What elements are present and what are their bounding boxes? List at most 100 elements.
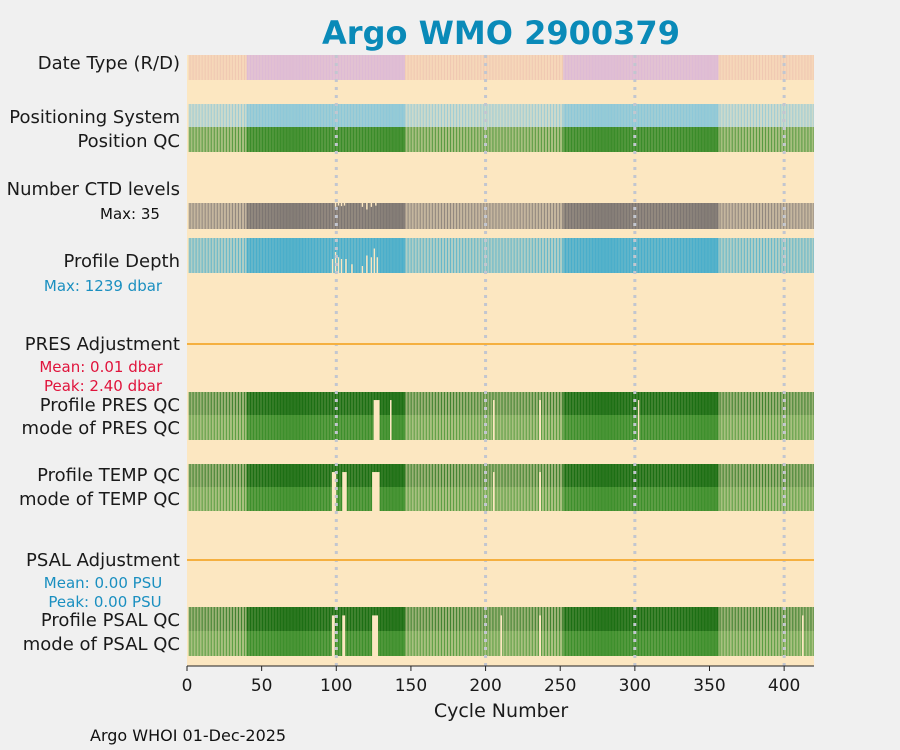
bar-profile-depth-cycle-418 bbox=[811, 238, 813, 273]
bar-profile-depth-cycle-56 bbox=[270, 238, 273, 273]
bar-ctd-levels-cycle-206 bbox=[494, 203, 496, 229]
bar-date-type-cycle-67 bbox=[287, 55, 289, 80]
bar-profile-pres-qc-cycle-305 bbox=[642, 392, 644, 415]
bar-mode-temp-qc-cycle-260 bbox=[575, 487, 577, 511]
bar-ctd-levels-cycle-286 bbox=[613, 203, 616, 229]
bar-positioning-system-cycle-417 bbox=[809, 104, 811, 127]
bar-mode-pres-qc-cycle-98 bbox=[333, 415, 335, 440]
bar-position-qc-cycle-52 bbox=[264, 127, 267, 152]
bar-positioning-system-cycle-404 bbox=[790, 104, 792, 127]
bar-profile-pres-qc-cycle-405 bbox=[791, 392, 793, 415]
bar-profile-depth-cycle-401 bbox=[785, 238, 787, 273]
bar-mode-temp-qc-cycle-323 bbox=[669, 487, 671, 511]
bar-date-type-cycle-168 bbox=[438, 55, 440, 80]
bar-mode-pres-qc-cycle-295 bbox=[627, 415, 629, 440]
bar-profile-pres-qc-cycle-273 bbox=[594, 392, 597, 415]
bar-position-qc-cycle-196 bbox=[479, 127, 481, 152]
bar-profile-pres-qc-cycle-306 bbox=[643, 392, 646, 415]
bar-profile-pres-qc-cycle-122 bbox=[369, 392, 371, 415]
bar-date-type-cycle-418 bbox=[811, 55, 813, 80]
bar-profile-psal-qc-cycle-62 bbox=[279, 607, 282, 631]
bar-position-qc-cycle-348 bbox=[706, 127, 708, 152]
bar-mode-temp-qc-cycle-162 bbox=[429, 487, 431, 511]
bar-mode-temp-qc-cycle-26 bbox=[226, 487, 228, 511]
bar-profile-pres-qc-cycle-83 bbox=[310, 392, 313, 415]
bar-positioning-system-cycle-400 bbox=[784, 104, 786, 127]
bar-mode-psal-qc-cycle-349 bbox=[708, 631, 710, 656]
bar-date-type-cycle-313 bbox=[654, 55, 656, 80]
bar-positioning-system-cycle-126 bbox=[375, 104, 377, 127]
bar-profile-temp-qc-cycle-88 bbox=[318, 464, 320, 487]
bar-ctd-levels-cycle-195 bbox=[478, 203, 480, 229]
bar-ctd-levels-cycle-31 bbox=[233, 203, 235, 229]
bar-profile-temp-qc-cycle-164 bbox=[432, 464, 434, 487]
bar-mode-psal-qc-cycle-37 bbox=[242, 631, 244, 656]
bar-profile-pres-qc-cycle-288 bbox=[616, 392, 619, 415]
bar-mode-pres-qc-cycle-252 bbox=[563, 415, 565, 440]
bar-profile-psal-qc-cycle-268 bbox=[587, 607, 589, 631]
bar-profile-psal-qc-cycle-197 bbox=[481, 607, 483, 631]
bar-mode-psal-qc-cycle-302 bbox=[637, 631, 640, 656]
bar-positioning-system-cycle-167 bbox=[436, 104, 438, 127]
bar-mode-temp-qc-cycle-61 bbox=[278, 487, 280, 511]
bar-profile-pres-qc-cycle-349 bbox=[708, 392, 710, 415]
bar-positioning-system-cycle-235 bbox=[538, 104, 540, 127]
bar-ctd-levels-cycle-208 bbox=[497, 203, 499, 229]
bar-profile-depth-cycle-329 bbox=[678, 238, 680, 273]
bar-position-qc-cycle-245 bbox=[553, 127, 554, 152]
bar-mode-pres-qc-cycle-260 bbox=[575, 415, 577, 440]
bar-profile-temp-qc-cycle-246 bbox=[554, 464, 556, 487]
bar-profile-temp-qc-cycle-8 bbox=[199, 464, 201, 487]
bar-profile-pres-qc-cycle-204 bbox=[491, 392, 493, 415]
bar-ctd-levels-cycle-364 bbox=[730, 203, 732, 229]
bar-date-type-cycle-324 bbox=[670, 55, 673, 80]
bar-profile-psal-qc-cycle-178 bbox=[452, 607, 454, 631]
bar-profile-pres-qc-cycle-361 bbox=[726, 392, 728, 415]
bar-position-qc-cycle-150 bbox=[411, 127, 413, 152]
bar-ctd-levels-cycle-281 bbox=[606, 203, 608, 229]
bar-position-qc-cycle-412 bbox=[802, 127, 804, 152]
bar-date-type-cycle-382 bbox=[757, 55, 759, 80]
bar-profile-temp-qc-cycle-406 bbox=[793, 464, 795, 487]
bar-profile-psal-qc-cycle-170 bbox=[441, 607, 443, 631]
bar-profile-temp-qc-cycle-40 bbox=[246, 464, 249, 487]
bar-profile-pres-qc-cycle-125 bbox=[373, 392, 376, 401]
bar-positioning-system-cycle-273 bbox=[594, 104, 597, 127]
bar-date-type-cycle-60 bbox=[276, 55, 279, 80]
bar-positioning-system-cycle-48 bbox=[258, 104, 261, 127]
bar-profile-temp-qc-cycle-294 bbox=[625, 464, 628, 487]
bar-profile-pres-qc-cycle-147 bbox=[406, 392, 408, 415]
bar-date-type-cycle-150 bbox=[411, 55, 413, 80]
bar-profile-pres-qc-cycle-371 bbox=[741, 392, 743, 415]
bar-positioning-system-cycle-353 bbox=[714, 104, 716, 127]
bar-profile-temp-qc-cycle-160 bbox=[426, 464, 428, 487]
bar-profile-psal-qc-cycle-164 bbox=[432, 607, 434, 631]
bar-positioning-system-cycle-398 bbox=[781, 104, 783, 127]
bar-profile-depth-cycle-92 bbox=[324, 238, 326, 273]
bar-positioning-system-cycle-356 bbox=[718, 104, 720, 127]
bar-profile-temp-qc-cycle-169 bbox=[439, 464, 441, 487]
bar-mode-temp-qc-cycle-250 bbox=[560, 487, 562, 511]
bar-profile-pres-qc-cycle-161 bbox=[427, 392, 429, 415]
bar-mode-temp-qc-cycle-408 bbox=[796, 487, 798, 511]
bar-profile-psal-qc-cycle-397 bbox=[779, 607, 781, 631]
bar-profile-psal-qc-cycle-349 bbox=[708, 607, 710, 631]
x-axis-label: Cycle Number bbox=[434, 700, 568, 722]
bar-ctd-levels-cycle-108 bbox=[348, 203, 350, 229]
bar-mode-psal-qc-cycle-328 bbox=[676, 631, 679, 656]
bar-position-qc-cycle-418 bbox=[811, 127, 813, 152]
bar-positioning-system-cycle-80 bbox=[306, 104, 308, 127]
bar-mode-psal-qc-cycle-116 bbox=[360, 631, 362, 656]
bar-profile-depth-cycle-332 bbox=[682, 238, 685, 273]
bar-mode-pres-qc-cycle-6 bbox=[196, 415, 198, 440]
bar-date-type-cycle-348 bbox=[706, 55, 708, 80]
bar-mode-temp-qc-cycle-238 bbox=[542, 487, 544, 511]
bar-profile-depth-cycle-164 bbox=[432, 238, 434, 273]
bar-positioning-system-cycle-92 bbox=[324, 104, 326, 127]
bar-profile-pres-qc-cycle-27 bbox=[227, 392, 229, 415]
bar-mode-psal-qc-cycle-91 bbox=[322, 631, 325, 656]
bar-profile-depth-cycle-163 bbox=[430, 238, 432, 273]
bar-profile-pres-qc-cycle-148 bbox=[408, 392, 410, 415]
bar-mode-psal-qc-cycle-254 bbox=[566, 631, 568, 656]
bar-mode-temp-qc-cycle-168 bbox=[438, 487, 440, 511]
